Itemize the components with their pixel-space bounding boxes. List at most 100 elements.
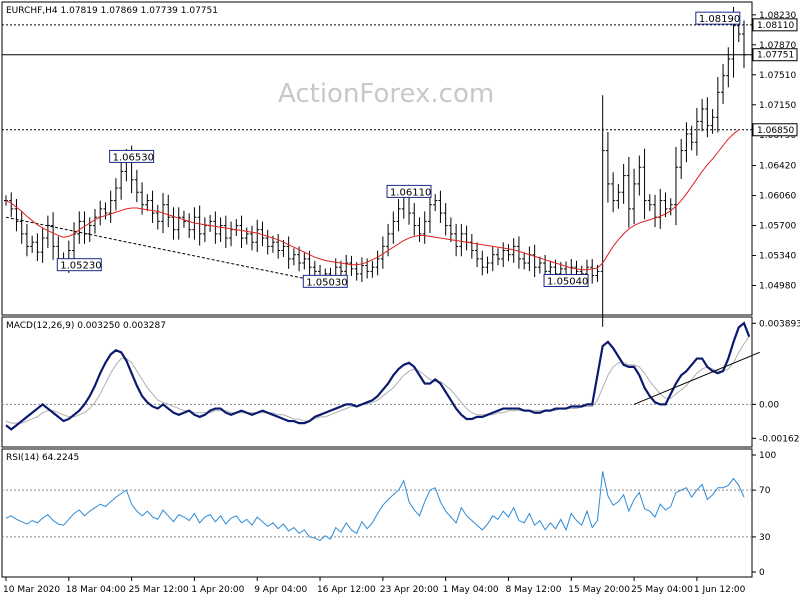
price-bar — [155, 204, 160, 230]
price-bar — [485, 256, 490, 274]
annotation-text: 1.05040 — [547, 277, 588, 288]
price-annotation: 1.05230 — [56, 258, 102, 272]
price-bar — [113, 178, 118, 211]
price-bar — [412, 203, 417, 236]
moving-average-line — [5, 129, 740, 271]
annotation-box — [109, 149, 155, 163]
price-bar — [265, 229, 270, 255]
price-annotation: 1.06530 — [109, 149, 155, 163]
price-bar — [590, 259, 595, 284]
annotation-box — [543, 274, 589, 288]
x-tick-label: 15 May 20:00 — [568, 585, 630, 595]
x-tick-label: 25 Mar 12:00 — [129, 585, 189, 595]
price-bar — [213, 211, 218, 244]
price-bar — [637, 155, 642, 196]
annotation-text: 1.05230 — [60, 261, 101, 272]
price-bar — [19, 211, 24, 244]
price-header: EURCHF,H4 1.07819 1.07869 1.07739 1.0775… — [6, 6, 218, 16]
price-bar — [260, 221, 265, 247]
price-bar — [642, 148, 647, 220]
price-bar — [297, 246, 302, 272]
price-bar — [605, 131, 610, 203]
price-bar — [663, 192, 668, 218]
support-trendline — [5, 216, 331, 285]
price-bar — [30, 235, 35, 253]
x-axis: 10 Mar 2020 18 Mar 04:00 25 Mar 12:00 1 Apr… — [3, 577, 746, 595]
rsi-tick-label: 30 — [759, 533, 771, 543]
watermark: ActionForex.com — [278, 79, 494, 109]
price-bar — [276, 234, 281, 259]
price-bar — [202, 217, 207, 243]
price-bar — [370, 260, 375, 278]
rsi-tick-label: 100 — [759, 451, 776, 461]
price-bar — [632, 168, 637, 225]
price-bar — [9, 192, 14, 218]
price-bar — [705, 97, 710, 138]
price-bar — [689, 125, 694, 151]
price-tick-label: 1.07510 — [759, 71, 796, 81]
price-bar — [427, 193, 432, 234]
price-bar — [668, 198, 673, 216]
rsi-tick-label: 0 — [759, 568, 765, 578]
rsi-line — [5, 471, 745, 541]
price-layer: 1.082301.078701.075101.071501.067901.064… — [2, 6, 798, 327]
price-tag-text: 1.08110 — [757, 21, 794, 31]
price-bar — [223, 215, 228, 248]
rsi-tick-label: 70 — [759, 486, 771, 496]
price-tag-text: 1.06850 — [757, 126, 794, 136]
price-bar — [726, 47, 731, 88]
price-annotation: 1.05040 — [543, 274, 589, 288]
price-bar — [684, 122, 689, 163]
price-bar — [24, 223, 29, 257]
price-tag: 1.08110 — [752, 18, 798, 32]
price-bar — [694, 108, 699, 156]
macd-panel — [1, 316, 753, 448]
macd-tick-label: 0.003893 — [759, 319, 800, 329]
price-bar — [475, 242, 480, 268]
price-bar — [103, 202, 108, 220]
price-bar — [532, 244, 537, 278]
price-bar — [506, 244, 511, 262]
price-bar — [359, 257, 364, 283]
x-tick-label: 10 Mar 2020 — [3, 585, 60, 595]
price-bar — [255, 219, 260, 253]
price-bar — [443, 203, 448, 236]
x-tick-label: 25 May 04:00 — [631, 585, 693, 595]
annotation-text: 1.08190 — [699, 14, 740, 25]
price-bar — [626, 156, 631, 228]
annotation-box — [56, 258, 102, 272]
price-bar — [51, 212, 56, 260]
macd-header: MACD(12,26,9) 0.003250 0.003287 — [6, 321, 166, 331]
price-bar — [496, 248, 500, 266]
price-bar — [616, 184, 621, 209]
price-bar — [171, 207, 176, 240]
price-bar — [433, 194, 438, 212]
price-bar — [396, 198, 401, 232]
price-bar — [286, 236, 291, 269]
price-bar — [459, 223, 464, 257]
price-bar — [600, 95, 605, 327]
price-tick-label: 1.08230 — [759, 11, 796, 21]
price-bar — [469, 234, 474, 259]
price-bar — [14, 198, 19, 232]
price-bar — [417, 217, 422, 243]
price-bar — [448, 217, 453, 243]
price-bar — [375, 250, 380, 276]
price-bar — [150, 190, 155, 223]
x-tick-label: 1 May 04:00 — [443, 585, 499, 595]
price-bar — [45, 215, 50, 248]
price-tick-label: 1.04980 — [759, 282, 796, 292]
price-bar — [700, 99, 705, 132]
annotation-box — [386, 184, 432, 198]
price-bar — [176, 207, 181, 240]
price-bar — [145, 194, 150, 212]
price-bar — [480, 250, 485, 276]
price-bar — [119, 159, 124, 200]
rsi-header: RSI(14) 64.2245 — [6, 453, 79, 463]
price-tick-label: 1.06420 — [759, 162, 796, 172]
price-bar — [244, 227, 249, 245]
macd-layer: 0.003893 0.00 -0.001629 — [2, 319, 800, 444]
price-bar — [537, 256, 542, 274]
price-tick-label: 1.05700 — [759, 222, 796, 232]
